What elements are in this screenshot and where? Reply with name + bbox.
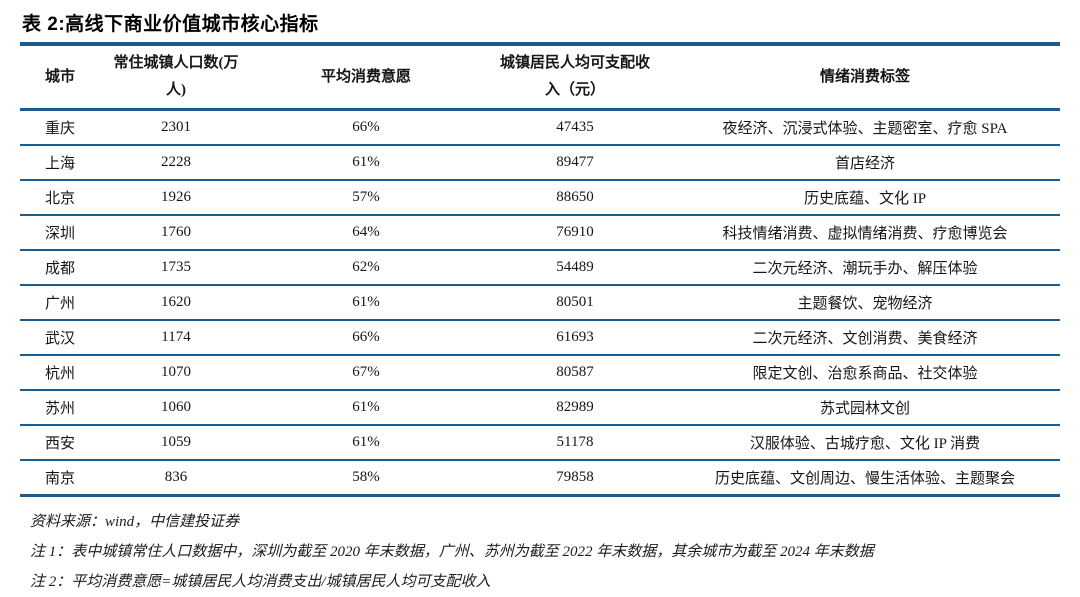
cell-willingness: 61%	[252, 285, 480, 321]
table-footer: 资料来源：wind，中信建投证券 注 1：表中城镇常住人口数据中，深圳为截至 2…	[30, 507, 1060, 597]
col-header-income-label: 城镇居民人均可支配收入（元）	[499, 55, 650, 98]
cell-tags: 二次元经济、潮玩手办、解压体验	[670, 250, 1060, 286]
cell-tags: 汉服体验、古城疗愈、文化 IP 消费	[670, 425, 1060, 461]
cell-population: 1620	[100, 285, 252, 321]
cell-tags: 历史底蕴、文创周边、慢生活体验、主题聚会	[670, 460, 1060, 497]
table-row: 苏州 1060 61% 82989 苏式园林文创	[20, 390, 1060, 426]
cell-population: 2228	[100, 145, 252, 181]
table-title: 表 2:高线下商业价值城市核心指标	[22, 14, 319, 35]
cell-income: 89477	[480, 145, 670, 181]
note2-line: 注 2：平均消费意愿=城镇居民人均消费支出/城镇居民人均可支配收入	[30, 574, 491, 590]
table-row: 重庆 2301 66% 47435 夜经济、沉浸式体验、主题密室、疗愈 SPA	[20, 109, 1060, 146]
col-header-city: 城市	[20, 42, 100, 111]
cell-population: 1070	[100, 355, 252, 391]
cell-income: 76910	[480, 215, 670, 251]
cell-income: 47435	[480, 109, 670, 146]
cell-population: 1926	[100, 180, 252, 216]
cell-tags: 苏式园林文创	[670, 390, 1060, 426]
cell-population: 836	[100, 460, 252, 497]
cell-tags: 二次元经济、文创消费、美食经济	[670, 320, 1060, 356]
col-header-income: 城镇居民人均可支配收入（元）	[480, 42, 670, 111]
col-header-willingness: 平均消费意愿	[252, 42, 480, 111]
cell-willingness: 64%	[252, 215, 480, 251]
cell-income: 80501	[480, 285, 670, 321]
cell-income: 51178	[480, 425, 670, 461]
cell-willingness: 67%	[252, 355, 480, 391]
cell-willingness: 58%	[252, 460, 480, 497]
col-header-population: 常住城镇人口数(万人)	[100, 42, 252, 111]
cell-tags: 首店经济	[670, 145, 1060, 181]
cell-tags: 夜经济、沉浸式体验、主题密室、疗愈 SPA	[670, 109, 1060, 146]
cell-tags: 科技情绪消费、虚拟情绪消费、疗愈博览会	[670, 215, 1060, 251]
cell-population: 1760	[100, 215, 252, 251]
table-body: 重庆 2301 66% 47435 夜经济、沉浸式体验、主题密室、疗愈 SPA 上海 222…	[20, 109, 1060, 497]
cell-income: 54489	[480, 250, 670, 286]
col-header-population-label: 常住城镇人口数(万人)	[113, 55, 239, 98]
cell-city: 武汉	[20, 320, 100, 356]
cell-population: 2301	[100, 109, 252, 146]
cell-willingness: 57%	[252, 180, 480, 216]
table-row: 杭州 1070 67% 80587 限定文创、治愈系商品、社交体验	[20, 355, 1060, 391]
cell-willingness: 61%	[252, 145, 480, 181]
cell-city: 上海	[20, 145, 100, 181]
table-row: 西安 1059 61% 51178 汉服体验、古城疗愈、文化 IP 消费	[20, 425, 1060, 461]
cell-population: 1059	[100, 425, 252, 461]
table-row: 广州 1620 61% 80501 主题餐饮、宠物经济	[20, 285, 1060, 321]
cell-city: 深圳	[20, 215, 100, 251]
source-line: 资料来源：wind，中信建投证券	[30, 514, 240, 530]
table-row: 上海 2228 61% 89477 首店经济	[20, 145, 1060, 181]
cell-population: 1735	[100, 250, 252, 286]
cell-tags: 限定文创、治愈系商品、社交体验	[670, 355, 1060, 391]
table-header-row: 城市 常住城镇人口数(万人) 平均消费意愿 城镇居民人均可支配收入（元） 情绪消…	[20, 42, 1060, 111]
cell-city: 广州	[20, 285, 100, 321]
cell-city: 南京	[20, 460, 100, 497]
cell-willingness: 61%	[252, 390, 480, 426]
cell-city: 重庆	[20, 109, 100, 146]
col-header-tags: 情绪消费标签	[670, 42, 1060, 111]
cell-income: 88650	[480, 180, 670, 216]
cell-income: 82989	[480, 390, 670, 426]
cell-population: 1174	[100, 320, 252, 356]
table-row: 成都 1735 62% 54489 二次元经济、潮玩手办、解压体验	[20, 250, 1060, 286]
cell-income: 61693	[480, 320, 670, 356]
core-indicators-table: 城市 常住城镇人口数(万人) 平均消费意愿 城镇居民人均可支配收入（元） 情绪消…	[20, 42, 1060, 497]
cell-city: 北京	[20, 180, 100, 216]
note1-line: 注 1：表中城镇常住人口数据中，深圳为截至 2020 年末数据，广州、苏州为截至…	[30, 544, 874, 560]
cell-city: 成都	[20, 250, 100, 286]
table-row: 武汉 1174 66% 61693 二次元经济、文创消费、美食经济	[20, 320, 1060, 356]
cell-willingness: 66%	[252, 109, 480, 146]
cell-willingness: 61%	[252, 425, 480, 461]
cell-tags: 历史底蕴、文化 IP	[670, 180, 1060, 216]
table-row: 北京 1926 57% 88650 历史底蕴、文化 IP	[20, 180, 1060, 216]
cell-city: 苏州	[20, 390, 100, 426]
table-row: 深圳 1760 64% 76910 科技情绪消费、虚拟情绪消费、疗愈博览会	[20, 215, 1060, 251]
cell-population: 1060	[100, 390, 252, 426]
cell-willingness: 62%	[252, 250, 480, 286]
cell-city: 杭州	[20, 355, 100, 391]
cell-income: 80587	[480, 355, 670, 391]
table-row: 南京 836 58% 79858 历史底蕴、文创周边、慢生活体验、主题聚会	[20, 460, 1060, 497]
cell-city: 西安	[20, 425, 100, 461]
cell-income: 79858	[480, 460, 670, 497]
cell-willingness: 66%	[252, 320, 480, 356]
cell-tags: 主题餐饮、宠物经济	[670, 285, 1060, 321]
